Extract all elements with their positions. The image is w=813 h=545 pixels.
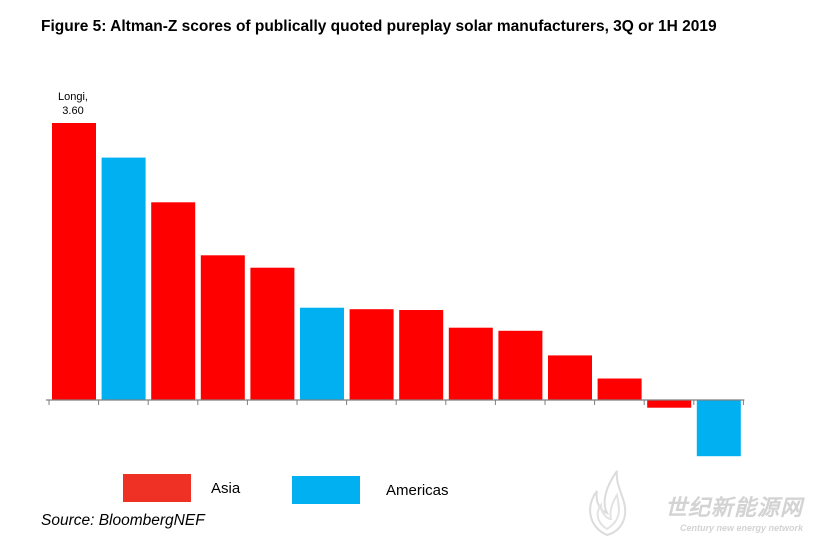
legend-swatch-americas	[292, 476, 360, 504]
watermark: 世纪新能源网 Century new energy network	[665, 490, 803, 533]
watermark-flame-icon	[589, 470, 627, 537]
bar-10	[498, 330, 543, 401]
chart-title: Figure 5: Altman-Z scores of publically …	[41, 18, 717, 35]
legend-label-americas: Americas	[386, 481, 449, 499]
bars-group	[52, 123, 741, 457]
bar-11	[548, 355, 592, 400]
data-label-longi: Longi, 3.60	[58, 91, 88, 117]
bar-chart: Longi, 3.60	[46, 91, 745, 457]
bar-8	[399, 310, 444, 400]
bar-6	[300, 307, 344, 400]
bar-4	[200, 255, 245, 400]
bar-2	[101, 157, 146, 400]
bar-12	[597, 378, 642, 400]
legend-label-asia: Asia	[211, 479, 241, 497]
watermark-sub: Century new energy network	[679, 523, 803, 533]
bar-7	[349, 309, 394, 400]
x-axis	[46, 399, 745, 405]
source-note: Source: BloombergNEF	[41, 512, 205, 529]
bar-13	[647, 400, 692, 408]
watermark-main: 世纪新能源网	[664, 495, 803, 520]
bar-1	[52, 123, 96, 400]
bar-14	[696, 400, 741, 457]
data-labels: Longi, 3.60	[58, 91, 88, 117]
legend-americas: Americas	[292, 476, 449, 504]
legend-asia: Asia	[123, 474, 240, 502]
bar-5	[250, 267, 295, 400]
bar-9	[448, 327, 493, 400]
legend-swatch-asia	[123, 474, 191, 502]
bar-3	[151, 202, 196, 400]
